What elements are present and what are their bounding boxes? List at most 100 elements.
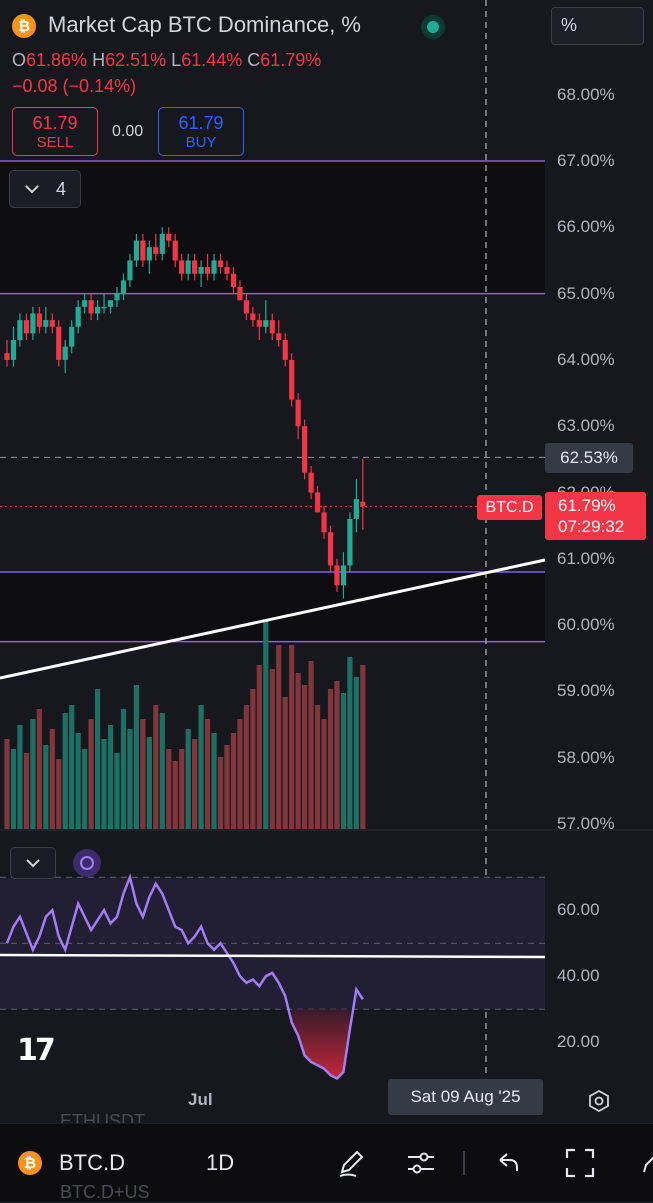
volume-bar	[224, 745, 230, 829]
interval-button[interactable]: 1D	[206, 1150, 235, 1175]
close-value: 61.79%	[260, 50, 322, 70]
price-axis-label: 63.00%	[557, 416, 615, 436]
indicator-settings-icon[interactable]	[404, 1146, 438, 1180]
sell-button[interactable]: 61.79 SELL	[12, 107, 98, 156]
candle-body	[353, 499, 359, 520]
candle-body	[4, 353, 10, 360]
close-key: C	[247, 50, 261, 70]
undo-icon[interactable]	[490, 1146, 524, 1180]
candle-body	[17, 320, 23, 341]
volume-bar	[43, 745, 49, 829]
rsi-collapse-button[interactable]	[10, 847, 56, 879]
volume-bar	[211, 733, 217, 829]
volume-bar	[133, 685, 139, 829]
candle-body	[302, 426, 308, 473]
candle-body	[256, 320, 262, 327]
high-value: 62.51%	[105, 50, 167, 70]
price-axis-label: 64.00%	[557, 349, 615, 369]
chart-title[interactable]: Market Cap BTC Dominance, %	[48, 12, 361, 37]
symbol-button[interactable]: BTC.D	[59, 1150, 125, 1175]
candle-body	[49, 320, 55, 327]
volume-bar	[308, 661, 314, 829]
rsi-sync-icon[interactable]	[73, 849, 101, 877]
volume-bar	[360, 665, 366, 829]
volume-bar	[314, 705, 321, 829]
candle-body	[101, 306, 107, 309]
candle-body	[62, 346, 68, 360]
ghost-watchlist-text: BTC.D+US	[60, 1182, 150, 1202]
volume-bar	[56, 759, 62, 829]
buy-button[interactable]: 61.79 BUY	[158, 107, 244, 156]
high-key: H	[92, 50, 106, 70]
candle-body	[204, 267, 211, 274]
resistance-zone	[0, 161, 545, 294]
candle-body	[192, 260, 198, 274]
bottom-toolbar: BTC.D+US ₿ BTC.D 1D	[0, 1123, 653, 1202]
candle-body	[282, 340, 288, 360]
candle-body	[69, 326, 75, 347]
chevron-down-icon	[25, 185, 39, 194]
candle-body	[23, 320, 30, 334]
pen-draw-icon[interactable]	[334, 1146, 368, 1180]
time-axis-month: Jul	[188, 1090, 213, 1109]
indicator-count: 4	[55, 178, 66, 199]
volume-bar	[243, 705, 249, 829]
volume-bar	[88, 719, 94, 829]
volume-bar	[146, 737, 152, 829]
tradingview-logo-icon[interactable]: 17	[17, 1033, 56, 1068]
volume-bar	[75, 733, 81, 829]
candle-body	[36, 313, 42, 327]
unit-toggle-button[interactable]: %	[551, 7, 644, 45]
volume-bar	[321, 719, 327, 829]
candle-body	[75, 306, 81, 327]
volume-bar	[192, 739, 198, 829]
volume-bar	[340, 693, 347, 829]
candle-body	[321, 512, 327, 533]
chevron-down-icon	[26, 859, 40, 868]
candle-body	[179, 260, 185, 274]
price-axis-label: 68.00%	[557, 84, 615, 104]
market-status-icon[interactable]	[421, 15, 445, 39]
price-axis-label: 58.00%	[557, 747, 615, 767]
volume-bar	[263, 619, 269, 829]
low-key: L	[171, 50, 182, 70]
candle-body	[114, 293, 120, 301]
volume-bar	[204, 719, 211, 829]
candle-body	[107, 300, 114, 307]
price-axis-label: 59.00%	[557, 681, 615, 701]
volume-bar	[217, 757, 224, 829]
candle-body	[43, 320, 49, 327]
chart-canvas[interactable]	[0, 0, 653, 1123]
volume-bar	[179, 749, 185, 829]
candle-body	[166, 233, 172, 241]
more-tools-icon[interactable]	[636, 1146, 653, 1180]
candle-body	[82, 300, 88, 307]
settings-icon[interactable]	[586, 1088, 612, 1114]
volume-bar	[353, 677, 359, 829]
indicators-collapse-button[interactable]: 4	[9, 170, 81, 208]
candle-body	[289, 359, 295, 400]
volume-bar	[4, 739, 10, 829]
candle-body	[340, 565, 347, 586]
volume-bar	[282, 697, 288, 829]
candle-body	[127, 260, 133, 281]
volume-bar	[166, 749, 172, 829]
low-value: 61.44%	[181, 50, 243, 70]
candle-body	[56, 326, 62, 360]
volume-bar	[327, 689, 334, 829]
high-price-label: 62.53%	[545, 443, 633, 473]
candle-body	[314, 492, 321, 513]
rsi-trendline	[0, 953, 546, 959]
candle-body	[10, 340, 17, 360]
bitcoin-logo-icon: ₿	[12, 14, 36, 38]
toolbar-divider	[463, 1151, 465, 1175]
candle-body	[237, 286, 243, 301]
volume-bar	[23, 753, 30, 829]
volume-bar	[198, 705, 204, 829]
rsi-axis-label: 60.00	[557, 900, 600, 920]
fullscreen-icon[interactable]	[563, 1146, 597, 1180]
open-value: 61.86%	[26, 50, 88, 70]
candle-body	[94, 306, 101, 314]
volume-bar	[49, 729, 55, 829]
volume-bar	[276, 645, 282, 829]
